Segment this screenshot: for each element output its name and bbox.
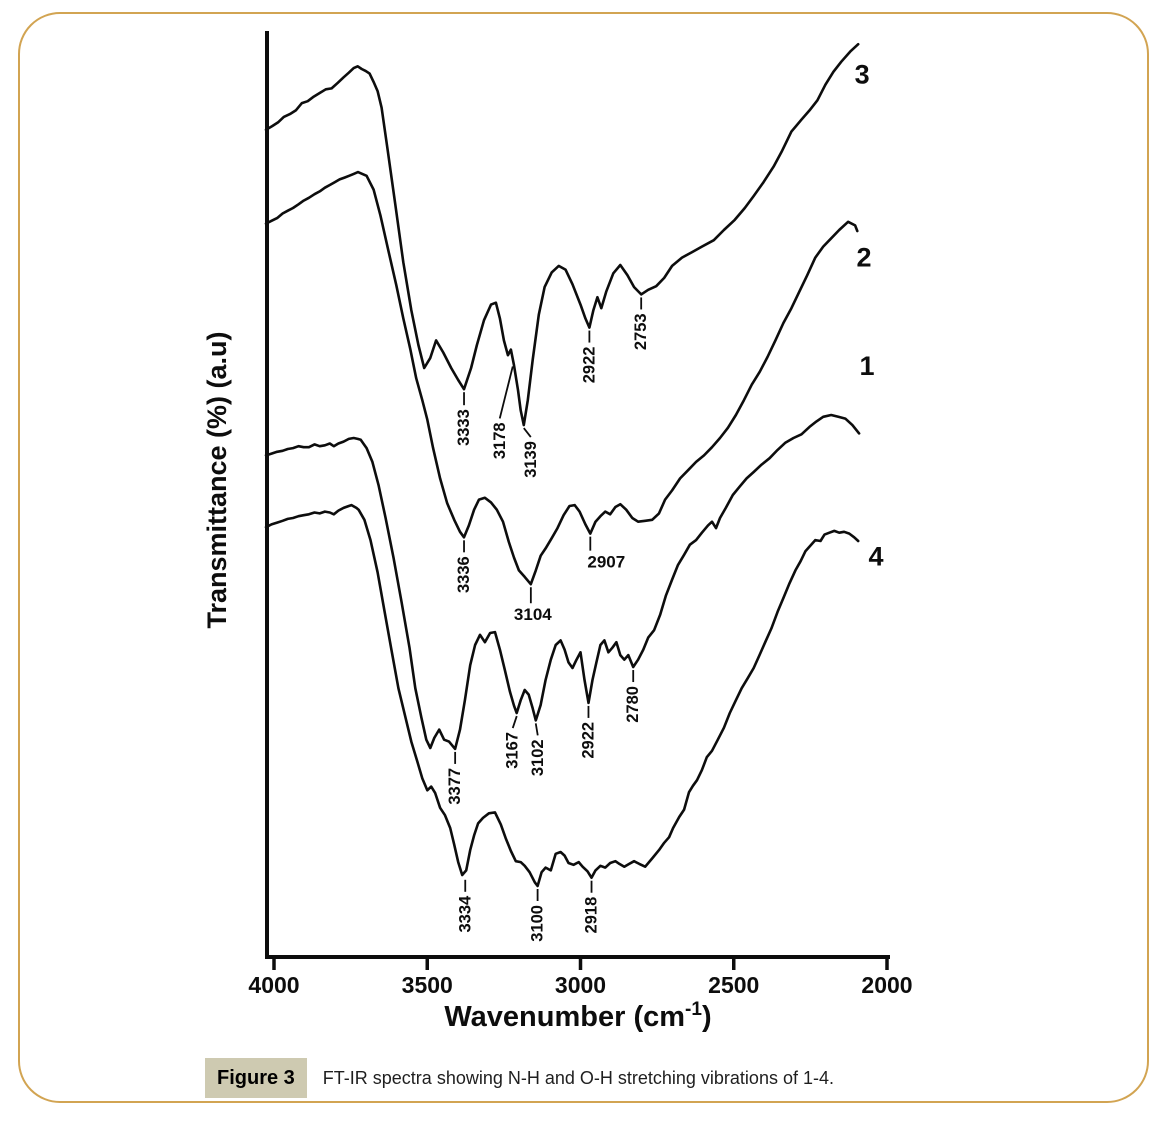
series-number-label: 4	[868, 542, 883, 572]
spectrum-curve-4	[264, 503, 860, 888]
spectrum-curve-1	[264, 413, 861, 751]
peak-tick	[534, 723, 539, 736]
peak-label: 3104	[514, 605, 552, 624]
peak-label: 3102	[529, 739, 547, 776]
peak-tick	[523, 427, 532, 438]
peak-label: 3333	[455, 409, 473, 446]
peak-label: 3178	[491, 422, 509, 459]
x-tick-label: 3000	[555, 972, 606, 998]
peak-label: 3377	[446, 768, 464, 805]
spectrum-curve-3	[264, 42, 860, 427]
peak-label: 2780	[624, 686, 642, 723]
series-number-label: 2	[856, 243, 871, 273]
peak-label: 3336	[455, 556, 473, 593]
series-number-label: 1	[860, 351, 875, 381]
peak-label: 2753	[632, 313, 650, 350]
peak-label: 2918	[583, 897, 601, 934]
x-axis-title: Wavenumber (cm-1)	[444, 999, 711, 1033]
x-tick-label: 4000	[248, 972, 299, 998]
figure-caption-text: FT-IR spectra showing N-H and O-H stretc…	[322, 1067, 834, 1088]
peak-label: 2907	[587, 553, 625, 572]
axis-lines	[265, 31, 890, 959]
peak-label: 3139	[522, 441, 540, 478]
peak-label: 2922	[580, 347, 598, 384]
figure-border	[18, 12, 1149, 1103]
x-tick-label: 3500	[402, 972, 453, 998]
x-tick-label: 2000	[861, 972, 912, 998]
peak-label: 2922	[579, 722, 597, 759]
figure-caption-tag: Figure 3	[205, 1058, 307, 1098]
x-tick-label: 2500	[708, 972, 759, 998]
peak-label: 3167	[504, 732, 522, 769]
peak-label: 3334	[456, 895, 474, 933]
spectrum-curve-2	[264, 170, 859, 586]
peak-tick	[511, 715, 518, 729]
series-number-label: 3	[855, 60, 870, 90]
peak-tick	[498, 366, 514, 419]
peak-label: 3100	[529, 905, 547, 942]
y-axis-title: Transmittance (%) (a.u)	[202, 331, 232, 628]
figure-caption: Figure 3 FT-IR spectra showing N-H and O…	[205, 1058, 834, 1098]
